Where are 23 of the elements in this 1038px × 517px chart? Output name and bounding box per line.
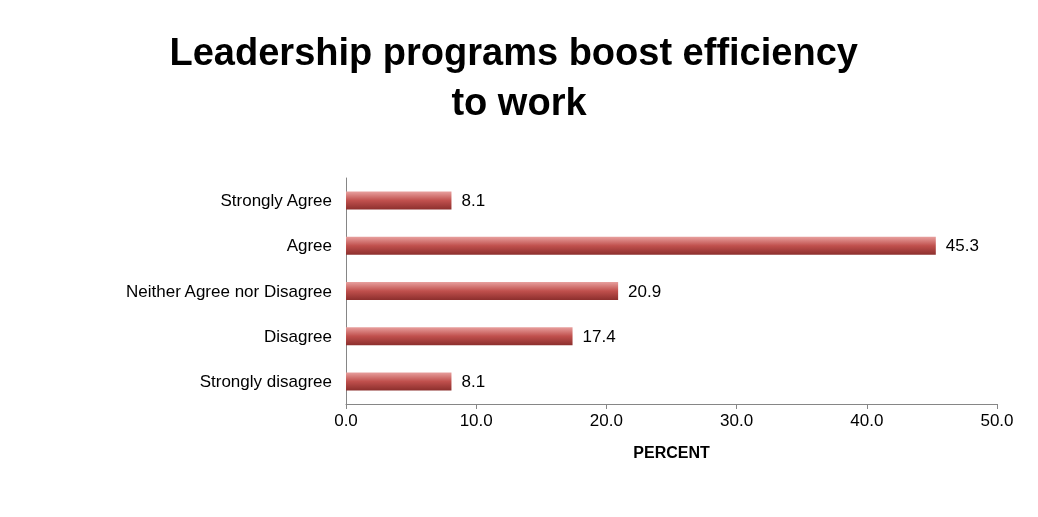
bar [346,282,619,300]
data-label: 17.4 [582,326,616,346]
x-tick-label: 50.0 [980,411,1014,430]
x-tick-label: 30.0 [720,411,754,430]
data-label: 8.1 [461,371,486,391]
y-tick-label: Strongly disagree [199,371,332,391]
chart-title: Leadership programs boost efficiency to work [169,31,869,123]
data-label: 45.3 [945,236,979,256]
y-tick-label: Neither Agree nor Disagree [125,281,332,301]
y-tick-label: Disagree [263,326,332,346]
x-tick-label: 10.0 [459,411,493,430]
data-label: 8.1 [461,191,486,211]
bar [346,372,452,391]
bar [346,327,573,346]
x-tick-label: 20.0 [589,411,623,430]
bar [346,236,936,255]
y-tick-label: Strongly Agree [220,191,332,211]
data-label: 20.9 [628,281,662,301]
x-axis-title: PERCENT [633,443,710,461]
x-tick-label: 40.0 [850,411,884,430]
x-tick-label: 0.0 [334,411,358,430]
y-tick-label: Agree [286,236,332,256]
bar [346,191,452,210]
